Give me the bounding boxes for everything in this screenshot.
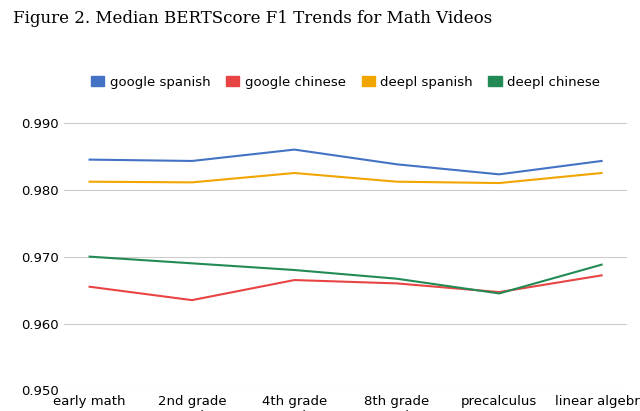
google chinese bbox=[598, 273, 605, 278]
google spanish bbox=[291, 147, 298, 152]
deepl chinese bbox=[393, 276, 401, 281]
deepl spanish bbox=[393, 179, 401, 184]
deepl spanish bbox=[291, 171, 298, 175]
deepl spanish bbox=[598, 171, 605, 175]
deepl spanish bbox=[188, 180, 196, 185]
deepl spanish bbox=[495, 180, 503, 185]
Line: deepl chinese: deepl chinese bbox=[90, 256, 602, 293]
Line: google chinese: google chinese bbox=[90, 275, 602, 300]
deepl spanish bbox=[86, 179, 93, 184]
google chinese bbox=[291, 277, 298, 282]
google chinese bbox=[188, 298, 196, 302]
deepl chinese bbox=[86, 254, 93, 259]
deepl chinese bbox=[495, 291, 503, 296]
google chinese bbox=[86, 284, 93, 289]
deepl chinese bbox=[291, 268, 298, 272]
Line: google spanish: google spanish bbox=[90, 150, 602, 174]
Legend: google spanish, google chinese, deepl spanish, deepl chinese: google spanish, google chinese, deepl sp… bbox=[86, 70, 605, 94]
Text: Figure 2. Median BERTScore F1 Trends for Math Videos: Figure 2. Median BERTScore F1 Trends for… bbox=[13, 10, 492, 27]
google spanish bbox=[86, 157, 93, 162]
deepl chinese bbox=[188, 261, 196, 266]
google chinese bbox=[495, 290, 503, 295]
google spanish bbox=[495, 172, 503, 177]
google spanish bbox=[188, 159, 196, 164]
google spanish bbox=[598, 159, 605, 164]
Line: deepl spanish: deepl spanish bbox=[90, 173, 602, 183]
deepl chinese bbox=[598, 262, 605, 267]
google chinese bbox=[393, 281, 401, 286]
google spanish bbox=[393, 162, 401, 167]
